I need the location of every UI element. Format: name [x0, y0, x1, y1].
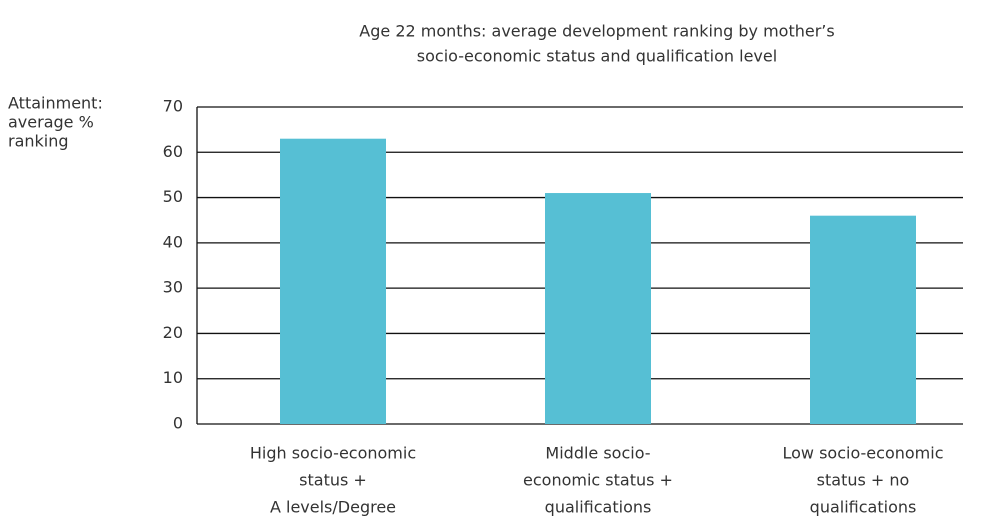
y-tick-label: 0	[173, 414, 183, 433]
y-axis-label: average %	[8, 113, 94, 132]
y-tick-label: 60	[163, 142, 183, 161]
y-axis-label: Attainment:	[8, 94, 103, 113]
y-tick-label: 20	[163, 323, 183, 342]
bar	[280, 138, 386, 424]
bar	[810, 215, 916, 424]
x-tick-label: High socio-economic	[250, 444, 416, 463]
y-tick-label: 30	[163, 278, 183, 297]
x-tick-label: Middle socio-	[545, 444, 650, 463]
chart-title: Age 22 months: average development ranki…	[359, 22, 834, 41]
bar	[545, 193, 651, 424]
x-tick-label: economic status +	[523, 471, 673, 490]
y-tick-label: 70	[163, 97, 183, 116]
x-tick-label: Low socio-economic	[782, 444, 943, 463]
x-tick-label: qualifications	[545, 498, 652, 517]
x-tick-label: status +	[299, 471, 367, 490]
x-tick-label: A levels/Degree	[270, 498, 396, 517]
y-axis-label: ranking	[8, 132, 69, 151]
x-tick-label: qualifications	[810, 498, 917, 517]
chart-title: socio-economic status and qualification …	[417, 47, 777, 66]
x-tick-label: status + no	[817, 471, 910, 490]
y-tick-label: 50	[163, 187, 183, 206]
y-tick-label: 10	[163, 368, 183, 387]
y-tick-label: 40	[163, 232, 183, 251]
